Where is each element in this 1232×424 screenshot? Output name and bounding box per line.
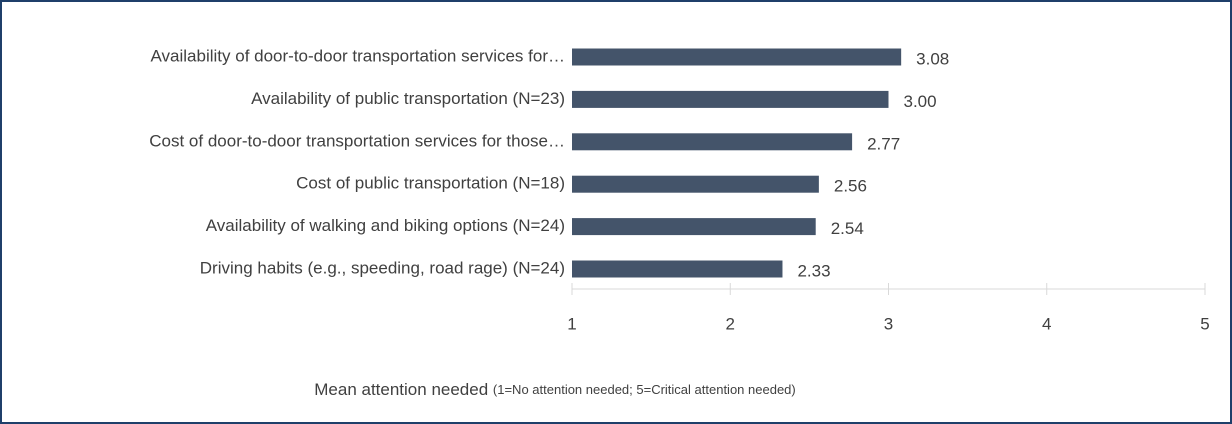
data-label: 2.56 bbox=[834, 177, 867, 196]
y-tick-label: Availability of walking and biking optio… bbox=[206, 216, 565, 235]
y-tick-label: Cost of public transportation (N=18) bbox=[296, 174, 565, 193]
data-label: 2.33 bbox=[797, 261, 830, 280]
bar bbox=[572, 175, 819, 193]
data-label: 3.00 bbox=[904, 92, 937, 111]
data-label: 2.54 bbox=[831, 219, 864, 238]
bar bbox=[572, 218, 816, 236]
y-tick-label: Driving habits (e.g., speeding, road rag… bbox=[200, 258, 565, 277]
y-tick-label: Availability of public transportation (N… bbox=[251, 89, 565, 108]
x-axis-label: Mean attention needed bbox=[314, 380, 488, 399]
bar bbox=[572, 260, 783, 278]
x-axis-note: (1=No attention needed; 5=Critical atten… bbox=[493, 382, 796, 397]
data-label: 3.08 bbox=[916, 49, 949, 68]
x-tick-label: 5 bbox=[1200, 314, 1209, 333]
x-tick-label: 4 bbox=[1042, 314, 1051, 333]
x-tick-label: 2 bbox=[726, 314, 735, 333]
bar bbox=[572, 48, 902, 66]
x-tick-label: 1 bbox=[567, 314, 576, 333]
y-tick-label: Cost of door-to-door transportation serv… bbox=[149, 131, 565, 150]
data-label: 2.77 bbox=[867, 134, 900, 153]
x-axis-title: Mean attention needed (1=No attention ne… bbox=[314, 380, 795, 399]
y-tick-label: Availability of door-to-door transportat… bbox=[151, 46, 565, 65]
x-tick-label: 3 bbox=[884, 314, 893, 333]
bar bbox=[572, 133, 853, 151]
bar bbox=[572, 90, 889, 108]
